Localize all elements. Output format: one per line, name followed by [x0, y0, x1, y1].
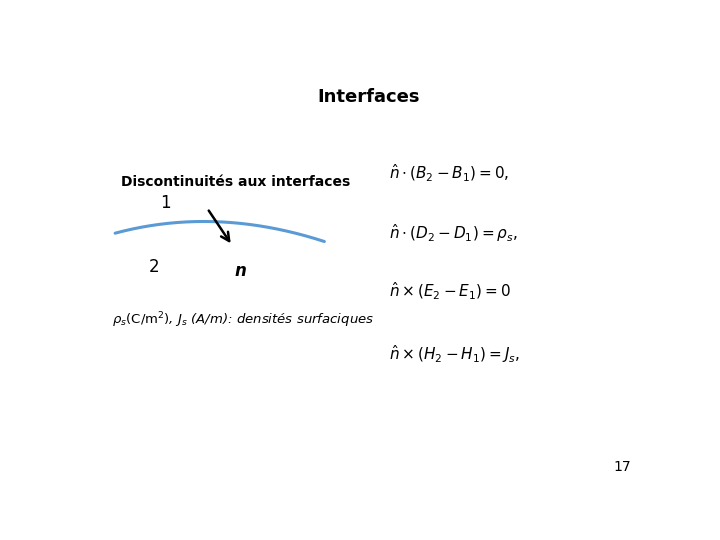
Text: Discontinuités aux interfaces: Discontinuités aux interfaces: [121, 175, 350, 189]
Text: 2: 2: [149, 258, 160, 276]
Text: $\hat{n} \cdot (D_2 - D_1) = \rho_s,$: $\hat{n} \cdot (D_2 - D_1) = \rho_s,$: [389, 222, 518, 244]
Text: 1: 1: [160, 194, 171, 212]
Text: $\hat{n} \times (E_2 - E_1) = 0$: $\hat{n} \times (E_2 - E_1) = 0$: [389, 281, 510, 302]
Text: Interfaces: Interfaces: [318, 87, 420, 106]
Text: $\rho_s(\mathrm{C/m^2})$, $J_s$ (A/m): densités surfaciques: $\rho_s(\mathrm{C/m^2})$, $J_s$ (A/m): d…: [112, 310, 374, 330]
Text: $\hat{n} \times (H_2 - H_1) = J_s,$: $\hat{n} \times (H_2 - H_1) = J_s,$: [389, 343, 520, 364]
Text: 17: 17: [613, 461, 631, 474]
Text: $\boldsymbol{n}$: $\boldsymbol{n}$: [234, 262, 247, 280]
Text: $\hat{n} \cdot (B_2 - B_1) = 0,$: $\hat{n} \cdot (B_2 - B_1) = 0,$: [389, 162, 509, 184]
